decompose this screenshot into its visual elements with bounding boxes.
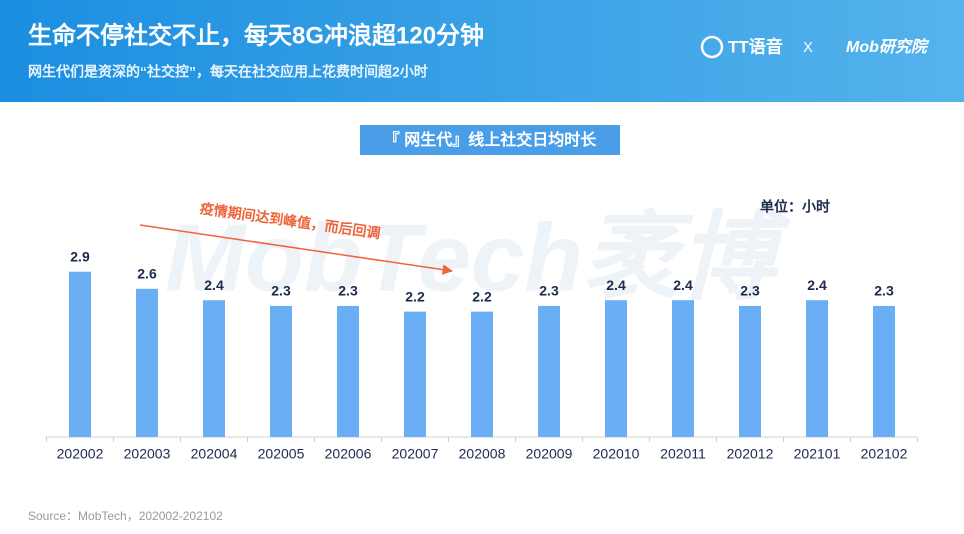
value-label: 2.9	[70, 248, 90, 264]
x-tick-label: 202007	[392, 446, 439, 462]
x-tick-label: 202012	[727, 446, 774, 462]
bar	[69, 271, 91, 437]
value-label: 2.3	[338, 283, 358, 299]
bar	[672, 300, 694, 437]
value-label: 2.6	[137, 266, 157, 282]
x-tick-label: 202102	[861, 446, 908, 462]
logo-icon	[700, 35, 724, 59]
x-tick-label: 202003	[124, 446, 171, 462]
x-tick-label: 202004	[191, 446, 238, 462]
x-tick-label: 202010	[593, 446, 640, 462]
value-label: 2.2	[405, 288, 425, 304]
value-label: 2.4	[673, 277, 693, 293]
chart-title-box	[360, 125, 620, 155]
bar	[136, 288, 158, 437]
chart-title: 『 网生代』线上社交日均时长	[384, 130, 597, 149]
unit-label: 单位：小时	[760, 199, 830, 215]
value-label: 2.3	[271, 283, 291, 299]
bar	[471, 311, 493, 437]
logo-left: TT语音	[728, 36, 783, 56]
x-tick-label: 202002	[57, 446, 104, 462]
bar	[739, 305, 761, 437]
source-note: Source：MobTech，202002-202102	[28, 509, 223, 523]
x-tick-label: 202006	[325, 446, 372, 462]
x-tick-label: 202101	[794, 446, 841, 462]
bar	[270, 305, 292, 437]
page-subtitle: 网生代们是资深的“社交控”，每天在社交应用上花费时间超2小时	[28, 64, 428, 80]
bar	[404, 311, 426, 437]
value-label: 2.3	[740, 283, 760, 299]
logo-separator: X	[803, 39, 813, 56]
value-label: 2.3	[539, 283, 559, 299]
header-band	[0, 0, 964, 102]
x-tick-label: 202005	[258, 446, 305, 462]
value-label: 2.4	[204, 277, 224, 293]
logo-right: Mob研究院	[846, 38, 930, 56]
x-tick-label: 202008	[459, 446, 506, 462]
bar	[605, 300, 627, 437]
value-label: 2.3	[874, 283, 894, 299]
x-tick-label: 202009	[526, 446, 573, 462]
value-label: 2.4	[807, 277, 827, 293]
page-title: 生命不停社交不止，每天8G冲浪超120分钟	[28, 21, 484, 49]
bar	[337, 305, 359, 437]
value-label: 2.2	[472, 288, 492, 304]
trend-arrow	[139, 224, 454, 275]
bar	[873, 305, 895, 437]
bar	[203, 300, 225, 437]
x-tick-label: 202011	[660, 446, 706, 462]
bar	[538, 305, 560, 437]
bar	[806, 300, 828, 437]
watermark: MobTech袤博	[165, 204, 791, 311]
value-label: 2.4	[606, 277, 626, 293]
